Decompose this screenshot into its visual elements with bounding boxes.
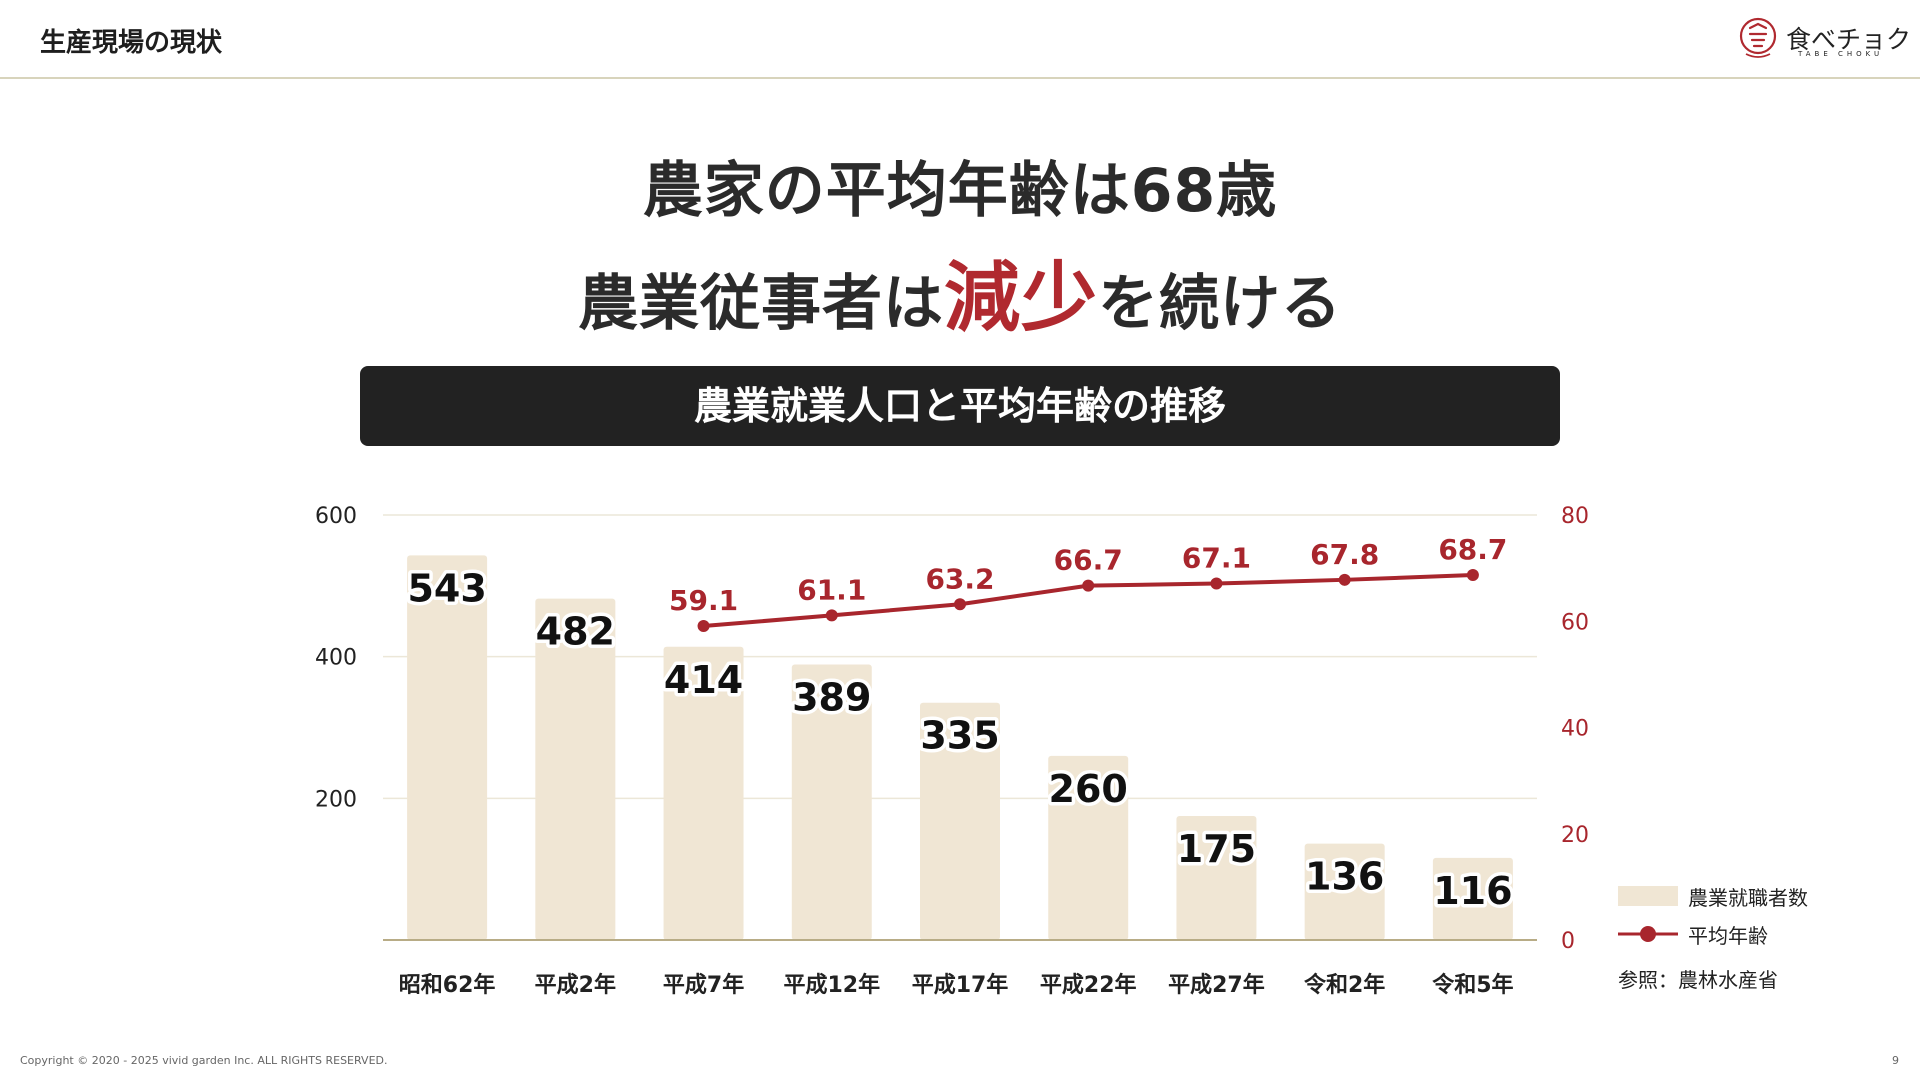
- line-point: [1082, 579, 1095, 592]
- x-category-label: 昭和62年: [399, 972, 496, 998]
- y-right-tick-label: 60: [1561, 610, 1589, 635]
- x-category-label: 平成12年: [783, 972, 880, 998]
- bar-value-label: 414: [664, 658, 743, 702]
- bar-value-label: 335: [920, 714, 999, 758]
- y-left-tick-label: 200: [315, 787, 357, 812]
- page-number: 9: [1892, 1054, 1899, 1067]
- line-point: [1210, 577, 1223, 590]
- headline-line-2-pre: 農業従事者は: [578, 269, 944, 339]
- logo-subtext: TABE CHOKU: [1798, 50, 1884, 58]
- x-category-label: 令和5年: [1432, 972, 1513, 998]
- x-category-label: 平成2年: [535, 972, 616, 998]
- bar: [920, 702, 1000, 940]
- line-value-label: 59.1: [669, 584, 738, 617]
- line-value-label: 63.2: [925, 562, 994, 595]
- x-category-label: 令和2年: [1304, 972, 1385, 998]
- x-category-label: 平成22年: [1040, 972, 1137, 998]
- source-note: 参照：農林水産省: [1618, 968, 1778, 992]
- y-right-tick-label: 40: [1561, 717, 1589, 742]
- y-left-tick-label: 600: [315, 504, 357, 529]
- bar-value-label: 116: [1433, 869, 1512, 913]
- headline-line-2: 農業従事者は減少を続ける: [0, 236, 1920, 346]
- y-left-tick-label: 400: [315, 646, 357, 671]
- headline-line-1: 農家の平均年齢は68歳: [642, 156, 1278, 226]
- x-category-label: 平成7年: [663, 972, 744, 998]
- line-value-label: 67.1: [1182, 542, 1251, 575]
- line-point: [697, 620, 710, 633]
- line-value-label: 61.1: [797, 573, 866, 606]
- line-value-label: 68.7: [1438, 533, 1507, 566]
- legend-line-swatch: [1618, 926, 1678, 942]
- line-point: [825, 609, 838, 622]
- header-bar: 生産現場の現状 食べチョク TABE CHOKU: [0, 0, 1920, 79]
- bar-value-label: 136: [1305, 855, 1384, 899]
- bar-value-label: 543: [407, 566, 486, 610]
- legend-bar-label: 農業就職者数: [1688, 886, 1808, 910]
- logo-text: 食べチョク: [1786, 25, 1912, 54]
- legend-line-label: 平均年齢: [1688, 924, 1768, 948]
- y-right-tick-label: 80: [1561, 504, 1589, 529]
- brand-logo[interactable]: 食べチョク TABE CHOKU: [1738, 16, 1911, 64]
- bar-value-label: 389: [792, 675, 871, 719]
- bar: [407, 555, 488, 940]
- bar-value-label: 175: [1177, 827, 1256, 871]
- headline-accent: 減少: [944, 253, 1098, 342]
- line-point: [1338, 573, 1351, 586]
- y-right-tick-label: 0: [1561, 929, 1575, 954]
- bar: [1304, 843, 1385, 940]
- bar: [1432, 857, 1513, 940]
- x-category-label: 平成17年: [912, 972, 1009, 998]
- line-point: [1466, 569, 1479, 582]
- headline-line-2-post: を続ける: [1098, 269, 1342, 339]
- line-point: [954, 598, 966, 611]
- legend-bar-swatch: [1618, 886, 1678, 906]
- x-category-label: 平成27年: [1168, 972, 1265, 998]
- bar-value-label: 482: [536, 610, 615, 654]
- chart-title-banner: 農業就業人口と平均年齢の推移: [360, 366, 1560, 446]
- bar: [791, 664, 872, 940]
- section-title: 生産現場の現状: [40, 28, 223, 58]
- bar: [663, 646, 744, 940]
- bar: [1048, 755, 1129, 940]
- bar: [1176, 816, 1257, 940]
- copyright: Copyright © 2020 - 2025 vivid garden Inc…: [20, 1054, 388, 1067]
- line-value-label: 66.7: [1054, 544, 1123, 577]
- logo-mark-icon: [1739, 17, 1777, 58]
- y-right-tick-label: 20: [1561, 823, 1589, 848]
- line-value-label: 67.8: [1310, 538, 1379, 571]
- bar-value-label: 260: [1049, 767, 1128, 811]
- bar: [535, 598, 616, 940]
